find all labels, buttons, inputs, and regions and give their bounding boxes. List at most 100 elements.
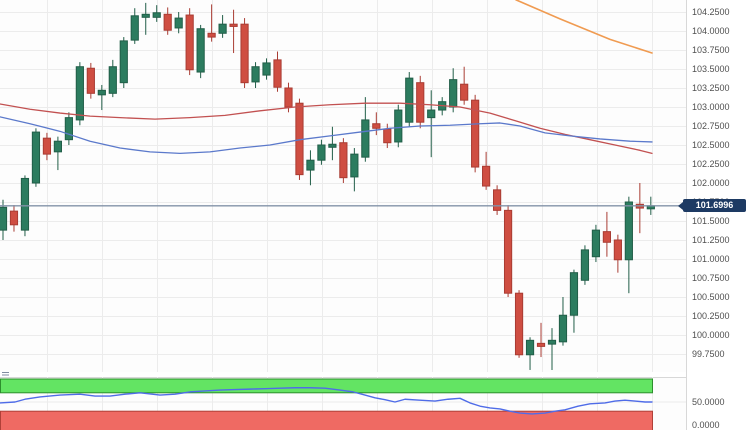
candle (591, 224, 601, 263)
candle-body (416, 82, 425, 123)
candle-body (20, 177, 30, 231)
price-axis-label: 104.2500 (692, 7, 730, 17)
candle-body (42, 137, 52, 155)
candle-body (525, 339, 535, 356)
candle-body (580, 249, 590, 281)
candle (306, 150, 315, 186)
candle-body (251, 66, 260, 83)
candle (240, 18, 249, 88)
candle (86, 62, 95, 99)
candle (53, 136, 62, 171)
candle (569, 269, 579, 333)
candle-body (405, 77, 414, 123)
candle (317, 139, 326, 165)
candle (405, 72, 414, 127)
candle (185, 8, 194, 76)
price-axis-label: 100.0000 (692, 330, 730, 340)
candle (163, 7, 172, 35)
candle (602, 211, 611, 257)
candle (262, 58, 271, 80)
price-axis-label: 100.2500 (692, 311, 730, 321)
candle-body (339, 142, 348, 179)
price-axis-label: 102.0000 (692, 178, 730, 188)
candle-body (471, 99, 480, 168)
indicator-menu-icon[interactable] (2, 372, 9, 377)
price-axis-label: 100.7500 (692, 273, 730, 283)
candle (514, 290, 524, 358)
price-axis-label: 100.5000 (692, 292, 730, 302)
candle-body (174, 17, 183, 29)
candle (174, 12, 183, 34)
candle (350, 148, 359, 192)
candle (251, 62, 260, 88)
candle-body (328, 143, 337, 148)
price-axis-label: 103.5000 (692, 64, 730, 74)
candle-body (152, 12, 161, 18)
candle (558, 297, 568, 346)
candle (108, 59, 117, 98)
candle (613, 234, 622, 273)
candle (328, 126, 337, 161)
candle-body (218, 23, 227, 34)
candle-body (9, 210, 19, 226)
price-axis-label: 103.0000 (692, 102, 730, 112)
candle (394, 104, 403, 148)
candle (339, 138, 348, 183)
price-axis-label: 101.5000 (692, 216, 730, 226)
price-axis[interactable]: 104.2500 104.0000 103.7500 103.5000 103.2500… (686, 0, 750, 430)
candle-body (108, 66, 117, 94)
candle (196, 24, 205, 79)
candle-body (547, 339, 557, 345)
candle-body (53, 140, 62, 153)
price-axis-label: 102.7500 (692, 121, 730, 131)
candle-body (394, 109, 403, 143)
price-axis-label: 103.2500 (692, 83, 730, 93)
candle-body (163, 13, 172, 31)
candle-body (613, 239, 622, 261)
candle-body (262, 62, 271, 76)
candle-body (196, 28, 205, 73)
candle-body (75, 66, 84, 121)
candle-body (514, 292, 524, 356)
candle-body (361, 119, 370, 158)
last-price-badge: 101.6996 (678, 199, 746, 212)
candle (64, 112, 73, 145)
candle (503, 205, 513, 297)
oscillator-axis-label: 50.0000 (692, 397, 725, 407)
candle-body (31, 131, 41, 184)
candle-body (350, 153, 359, 178)
price-axis-label: 101.2500 (692, 235, 730, 245)
candle (229, 9, 238, 54)
candle-body (284, 87, 293, 108)
candle (482, 151, 491, 190)
candle-body (229, 23, 238, 27)
candle-body (591, 229, 601, 258)
main-price-pane[interactable] (0, 0, 686, 372)
candle-body (602, 231, 611, 243)
oscillator-axis-label: 0.0000 (692, 420, 720, 430)
price-axis-label: 104.0000 (692, 26, 730, 36)
candle-body (460, 83, 469, 101)
oscillator-pane[interactable] (0, 377, 686, 430)
candle-body (119, 40, 128, 84)
candle (119, 37, 128, 88)
candle (207, 4, 216, 42)
candle-body (141, 13, 150, 18)
candle-body (372, 123, 381, 129)
candle (130, 8, 139, 44)
last-price-value: 101.6996 (695, 200, 734, 210)
candle (97, 84, 106, 111)
oversold-band (0, 410, 653, 430)
candle (460, 66, 469, 105)
candle-body (482, 165, 491, 187)
candle-body (383, 128, 392, 144)
candle (9, 205, 19, 232)
candle (372, 112, 381, 136)
sma-blue-line (0, 116, 653, 155)
candle (141, 2, 150, 35)
candle-body (64, 117, 73, 141)
sma-orange-line (515, 0, 653, 54)
candle-body (493, 189, 502, 211)
candle (471, 94, 480, 173)
candle-body (503, 209, 513, 294)
